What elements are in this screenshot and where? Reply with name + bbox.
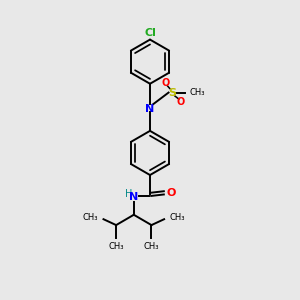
Text: O: O bbox=[161, 78, 170, 88]
Text: O: O bbox=[166, 188, 176, 198]
Text: CH₃: CH₃ bbox=[144, 242, 159, 251]
Text: N: N bbox=[146, 104, 154, 114]
Text: S: S bbox=[168, 88, 176, 98]
Text: CH₃: CH₃ bbox=[83, 213, 98, 222]
Text: Cl: Cl bbox=[144, 28, 156, 38]
Text: CH₃: CH₃ bbox=[169, 213, 184, 222]
Text: H: H bbox=[125, 189, 132, 199]
Text: N: N bbox=[129, 192, 138, 202]
Text: O: O bbox=[176, 97, 184, 107]
Text: CH₃: CH₃ bbox=[190, 88, 205, 97]
Text: CH₃: CH₃ bbox=[108, 242, 124, 251]
